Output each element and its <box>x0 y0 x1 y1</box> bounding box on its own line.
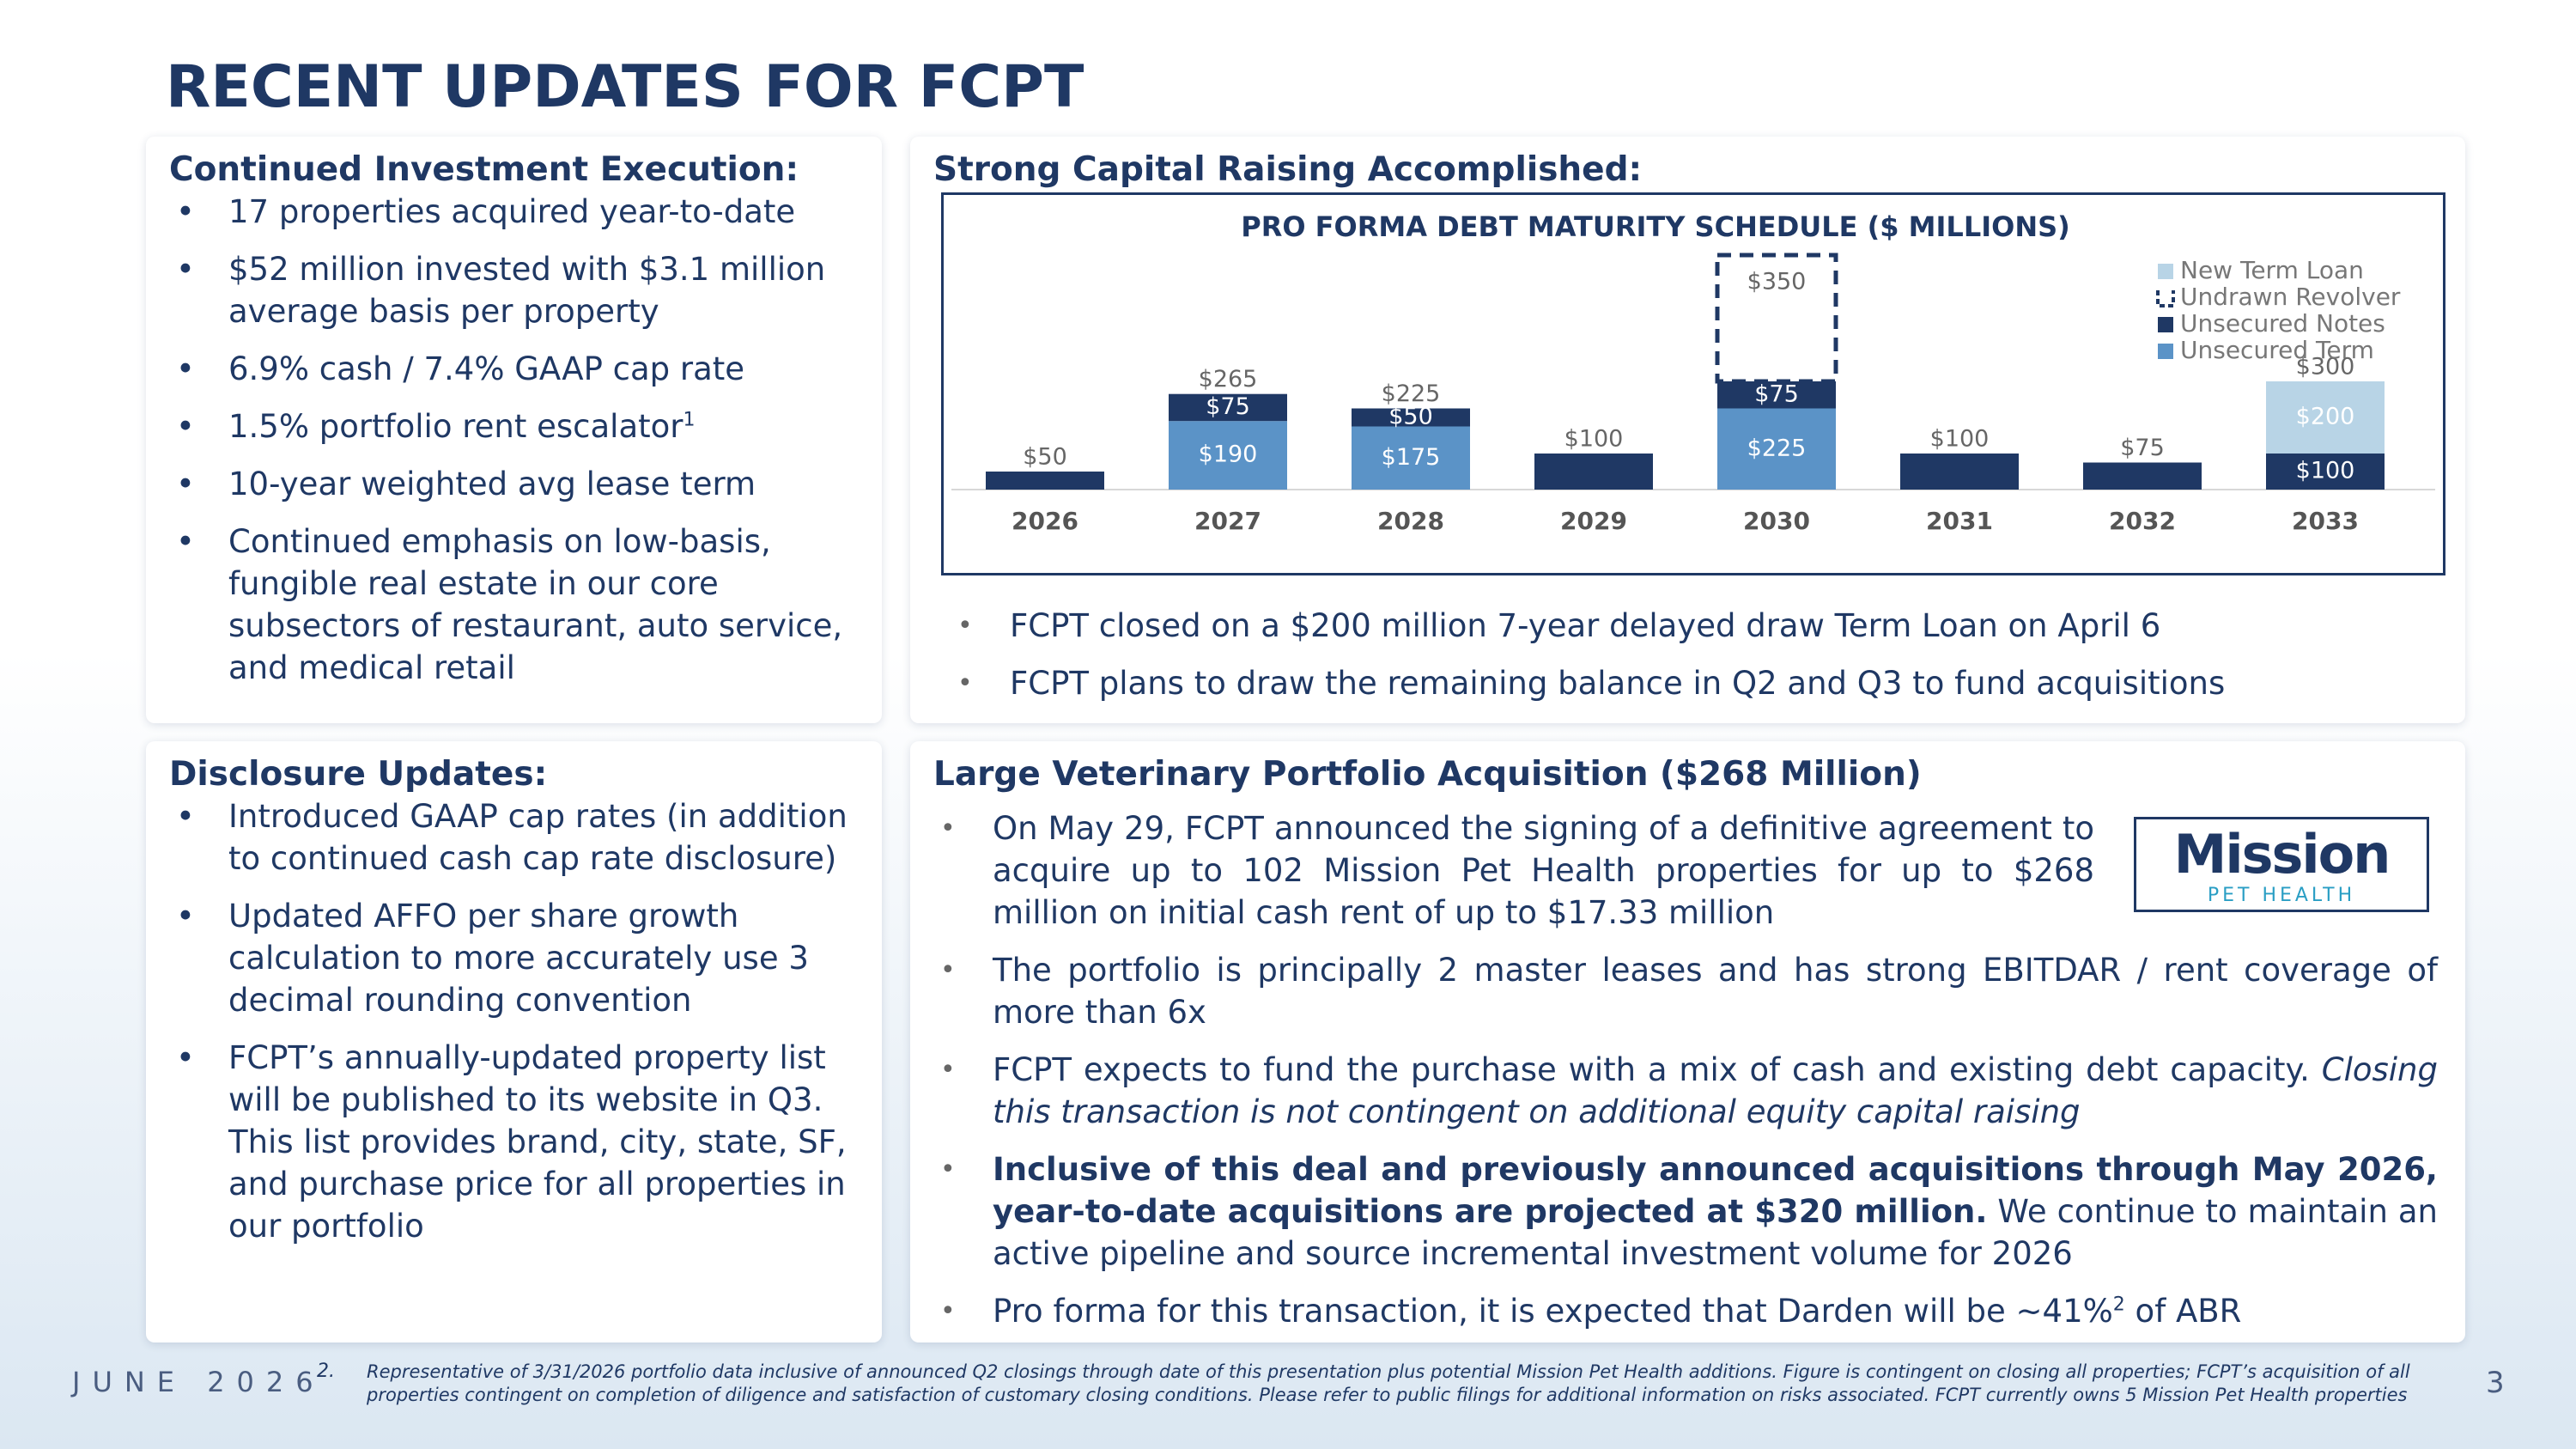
value-label: $50 <box>1023 444 1067 471</box>
bullet: Introduced GAAP cap rates (in addition t… <box>169 795 865 880</box>
bullet-text: We continue to maintain an active pipeli… <box>993 1193 2438 1272</box>
value-label: $50 <box>1388 404 1433 430</box>
value-label: $350 <box>1747 269 1807 295</box>
legend-swatch <box>2158 317 2173 332</box>
legend-label: Unsecured Term <box>2180 336 2374 364</box>
chart-title: PRO FORMA DEBT MATURITY SCHEDULE ($ MILL… <box>1241 210 2070 243</box>
bar-segment <box>1717 408 1836 490</box>
value-label: $75 <box>2120 435 2165 461</box>
bullet: FCPT expects to fund the purchase with a… <box>933 1049 2438 1133</box>
bar-segment <box>2266 454 2385 490</box>
value-label: $75 <box>1754 381 1799 407</box>
bullet: $52 million invested with $3.1 million a… <box>169 248 865 332</box>
chart: PRO FORMA DEBT MATURITY SCHEDULE ($ MILL… <box>941 192 2445 575</box>
bar-segment <box>1169 421 1287 490</box>
footnote-marker: 2. <box>317 1361 335 1382</box>
bar-segment <box>1534 454 1653 490</box>
x-tick-label: 2026 <box>1012 507 1078 535</box>
slide-title: RECENT UPDATES FOR FCPT <box>166 53 1084 121</box>
panel: Disclosure Updates: Introduced GAAP cap … <box>146 741 882 1342</box>
legend-label: Unsecured Notes <box>2180 309 2385 338</box>
panel-heading: Strong Capital Raising Accomplished: <box>933 150 1643 189</box>
logo: Mission PET HEALTH <box>2134 817 2429 912</box>
bullet: 6.9% cash / 7.4% GAAP cap rate <box>169 348 865 390</box>
bullet: 10-year weighted avg lease term <box>169 463 865 505</box>
value-label: $190 <box>1199 441 1258 468</box>
bullet: 17 properties acquired year-to-date <box>169 191 865 233</box>
value-label: $100 <box>2296 458 2355 484</box>
footnote: Representative of 3/31/2026 portfolio da… <box>367 1361 2410 1405</box>
bar-segment <box>1352 426 1470 490</box>
total-label: $225 <box>1382 381 1441 407</box>
legend-swatch <box>2158 344 2173 359</box>
value-label: $75 <box>1206 393 1250 420</box>
legend-label: New Term Loan <box>2180 256 2364 284</box>
value-label: $175 <box>1382 444 1441 471</box>
bullet: Pro forma for this transaction, it is ex… <box>933 1290 2438 1332</box>
bullet-text: Inclusive of this deal and previously an… <box>993 1151 2438 1230</box>
bullet: FCPT’s annually-updated property list wi… <box>169 1037 865 1247</box>
footer-date: JUNE 2026 <box>72 1366 325 1398</box>
x-tick-label: 2032 <box>2109 507 2176 535</box>
bar-segment <box>986 472 1104 490</box>
x-tick-label: 2033 <box>2292 507 2359 535</box>
total-label: $265 <box>1199 366 1258 393</box>
page-number: 3 <box>2486 1366 2505 1400</box>
bar-segment <box>1169 393 1287 422</box>
chart-frame <box>941 192 2445 575</box>
total-label: $300 <box>2296 354 2355 381</box>
legend-swatch <box>2158 264 2173 279</box>
bar-segment <box>1715 253 1838 384</box>
bullet-list: Introduced GAAP cap rates (in addition t… <box>169 795 865 1247</box>
bullet: On May 29, FCPT announced the signing of… <box>933 807 2094 934</box>
value-label: $225 <box>1747 435 1807 461</box>
x-tick-label: 2030 <box>1743 507 1810 535</box>
x-tick-label: 2029 <box>1560 507 1627 535</box>
panel-heading: Disclosure Updates: <box>169 755 548 794</box>
bullet: Inclusive of this deal and previously an… <box>933 1148 2438 1275</box>
bullet-text: 1.5% portfolio rent escalator <box>228 408 683 445</box>
x-tick-label: 2031 <box>1926 507 1993 535</box>
bullet-text: 1 <box>683 409 696 431</box>
panel: Large Veterinary Portfolio Acquisition (… <box>910 741 2465 1342</box>
bar-segment <box>2083 462 2202 490</box>
panel: Continued Investment Execution: 17 prope… <box>146 137 882 723</box>
bullet: Continued emphasis on low-basis, fungibl… <box>169 521 865 689</box>
bar-segment <box>2266 381 2385 454</box>
bullet-text: of ABR <box>2124 1293 2242 1330</box>
value-label: $100 <box>1930 426 1990 453</box>
value-label: $200 <box>2296 404 2355 430</box>
bullet: FCPT closed on a $200 million 7-year del… <box>951 605 2445 647</box>
legend-label: Undrawn Revolver <box>2180 283 2401 311</box>
bar-segment <box>1352 408 1470 427</box>
bullet-text: Closing this transaction is not continge… <box>993 1051 2438 1130</box>
bullet-list: 17 properties acquired year-to-date $52 m… <box>169 191 865 689</box>
x-tick-label: 2028 <box>1377 507 1444 535</box>
bar-segment <box>1900 454 2019 490</box>
value-label: $100 <box>1564 426 1624 453</box>
bullet: FCPT plans to draw the remaining balance… <box>951 662 2445 704</box>
logo-subtitle: PET HEALTH <box>2207 885 2356 906</box>
bullet: Updated AFFO per share growth calculatio… <box>169 895 865 1021</box>
logo-name: Mission <box>2173 823 2391 886</box>
bullet: The portfolio is principally 2 master le… <box>933 949 2438 1033</box>
legend-swatch <box>2156 290 2175 307</box>
bullet-text: Pro forma for this transaction, it is ex… <box>993 1293 2113 1330</box>
bullet-list: On May 29, FCPT announced the signing of… <box>933 807 2438 1332</box>
panel-heading: Continued Investment Execution: <box>169 150 799 189</box>
panel-heading: Large Veterinary Portfolio Acquisition (… <box>933 755 1922 794</box>
bullet-text: 2 <box>2112 1294 2125 1316</box>
bar-segment <box>1717 381 1836 409</box>
bullet-list: FCPT closed on a $200 million 7-year del… <box>951 589 2445 704</box>
x-tick-label: 2027 <box>1194 507 1261 535</box>
bullet: 1.5% portfolio rent escalator1 <box>169 405 865 447</box>
bullet-text: FCPT expects to fund the purchase with a… <box>993 1051 2322 1088</box>
